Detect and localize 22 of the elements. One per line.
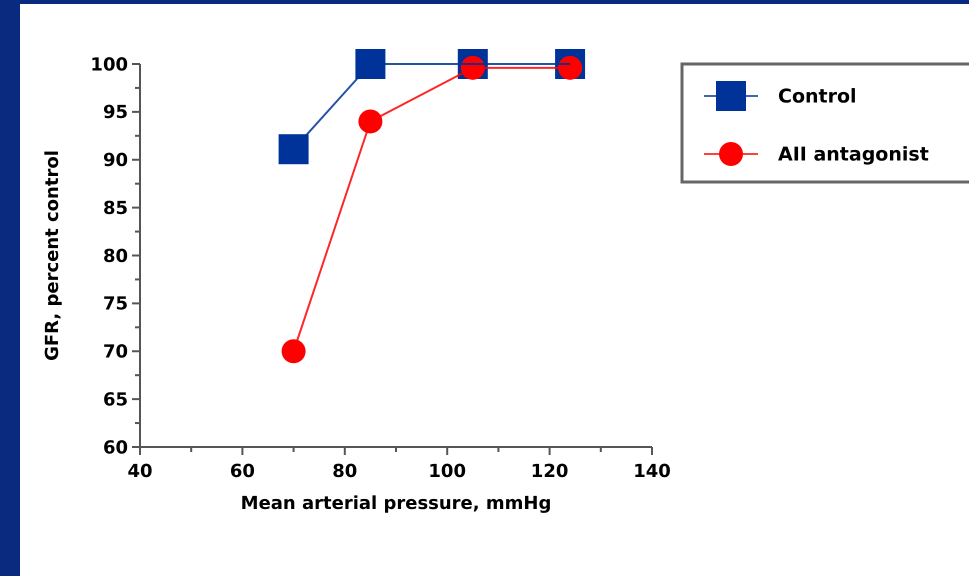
- legend-label: AII antagonist: [778, 144, 929, 166]
- point: [355, 49, 386, 79]
- x-tick-label: 140: [633, 461, 671, 482]
- y-tick-label: 80: [102, 246, 128, 267]
- x-tick-label: 40: [127, 461, 153, 482]
- y-tick-label: 95: [102, 102, 128, 124]
- point: [282, 339, 306, 364]
- y-axis-title: GFR, percent control: [42, 150, 63, 361]
- x-axis-title: Mean arterial pressure, mmHg: [240, 493, 552, 514]
- x-tick-label: 100: [428, 461, 466, 482]
- y-tick-label: 85: [102, 198, 128, 219]
- y-tick-label: 100: [90, 54, 128, 76]
- y-tick-label: 75: [102, 294, 128, 315]
- point: [278, 134, 309, 164]
- y-tick-label: 70: [102, 342, 128, 363]
- x-tick-label: 80: [332, 461, 358, 482]
- y-tick-label: 60: [102, 437, 128, 458]
- x-tick-label: 120: [530, 461, 568, 482]
- y-tick-label: 65: [102, 389, 128, 410]
- x-tick-label: 60: [230, 461, 255, 482]
- y-tick-label: 90: [102, 150, 128, 172]
- legend-label: Control: [778, 86, 857, 108]
